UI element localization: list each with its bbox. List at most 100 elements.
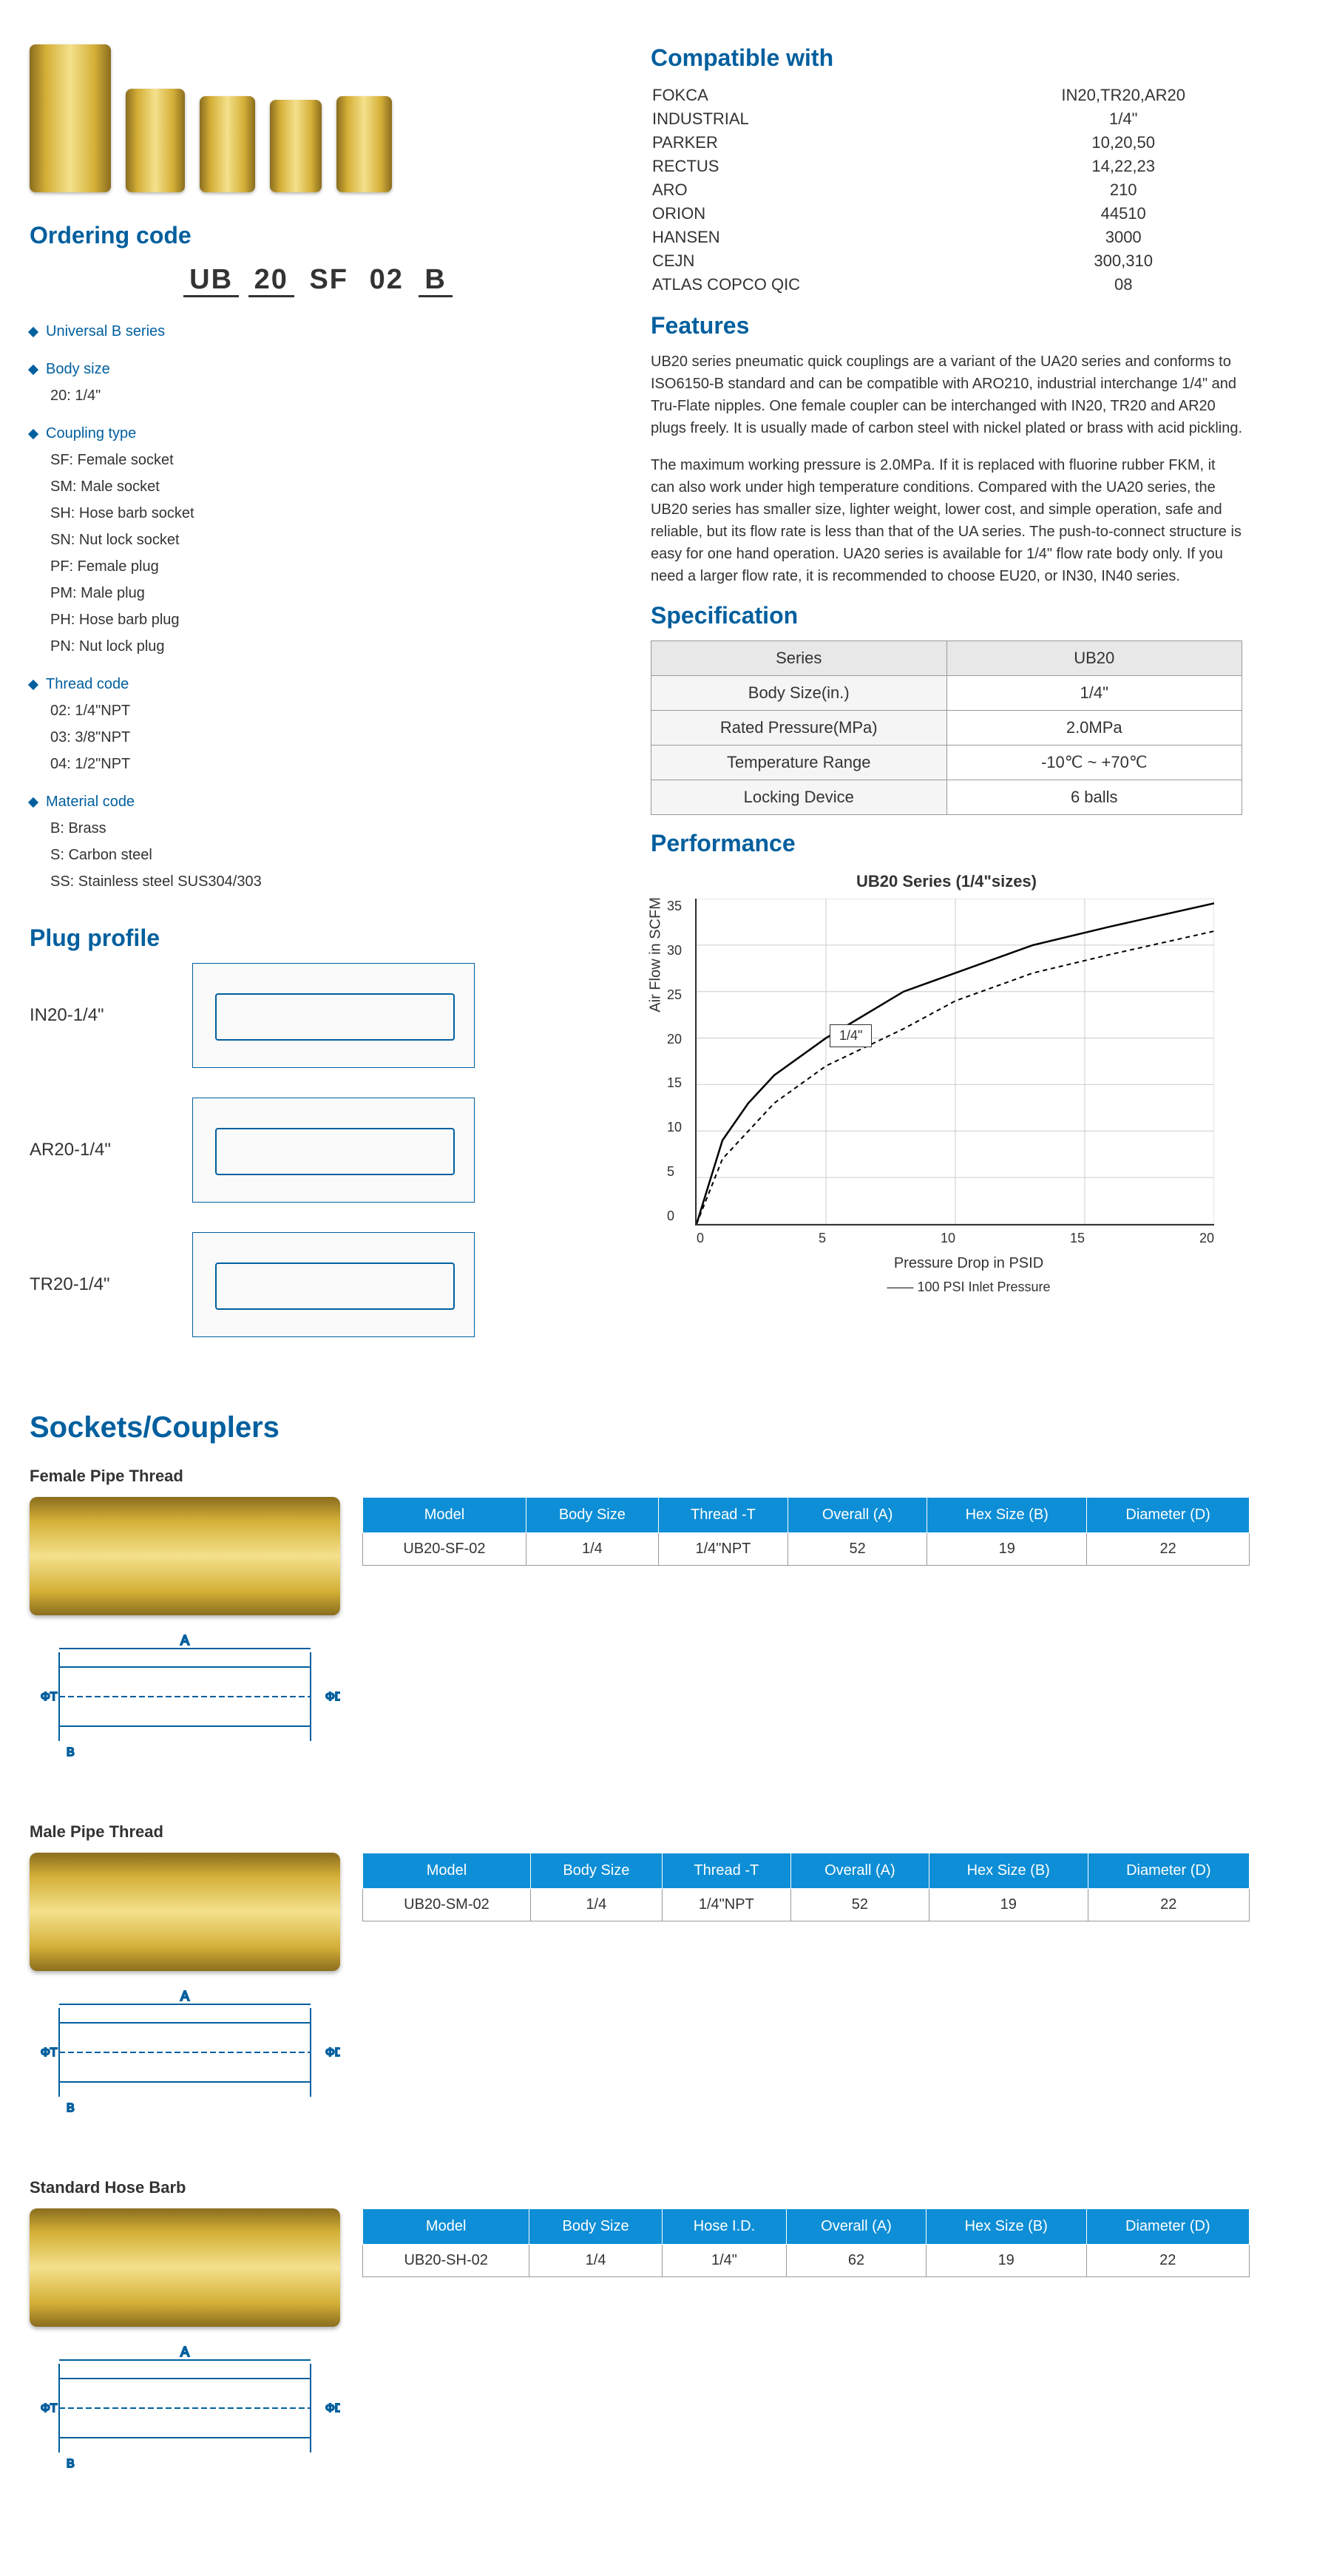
plug-label: TR20-1/4" bbox=[30, 1274, 163, 1295]
svg-text:ΦT: ΦT bbox=[41, 2046, 58, 2059]
code-item: PF: Female plug bbox=[30, 553, 606, 580]
table-cell: 62 bbox=[787, 2245, 927, 2277]
spec-value: 6 balls bbox=[946, 780, 1242, 815]
spec-header: Series bbox=[651, 641, 947, 676]
spec-title: Specification bbox=[651, 602, 1242, 629]
xtick: 20 bbox=[1199, 1231, 1214, 1246]
ytick: 10 bbox=[667, 1120, 682, 1135]
compat-val: IN20,TR20,AR20 bbox=[1006, 84, 1241, 107]
compat-val: 08 bbox=[1006, 274, 1241, 296]
code-item: S: Carbon steel bbox=[30, 842, 606, 868]
svg-text:B: B bbox=[67, 1746, 75, 1759]
plug-row: TR20-1/4" bbox=[30, 1232, 606, 1337]
compat-brand: ORION bbox=[652, 203, 1004, 225]
code-item: PM: Male plug bbox=[30, 580, 606, 606]
plug-label: AR20-1/4" bbox=[30, 1140, 163, 1160]
socket-block-title: Standard Hose Barb bbox=[30, 2178, 1301, 2197]
ordering-title: Ordering code bbox=[30, 222, 606, 249]
table-cell: 22 bbox=[1086, 2245, 1249, 2277]
table-cell: 1/4 bbox=[530, 1889, 662, 1921]
svg-text:ΦT: ΦT bbox=[41, 1691, 58, 1703]
plug-title: Plug profile bbox=[30, 924, 606, 952]
spec-label: Temperature Range bbox=[651, 746, 947, 780]
svg-text:ΦD: ΦD bbox=[325, 2402, 340, 2415]
code-item: B: Brass bbox=[30, 815, 606, 842]
compat-brand: FOKCA bbox=[652, 84, 1004, 107]
ytick: 35 bbox=[667, 899, 682, 914]
table-cell: 1/4" bbox=[662, 2245, 786, 2277]
table-header: Model bbox=[363, 1853, 531, 1889]
ytick: 0 bbox=[667, 1208, 682, 1224]
tech-drawing: AΦTΦDB bbox=[30, 1630, 340, 1763]
chart-marker: 1/4" bbox=[830, 1024, 872, 1047]
table-header: Body Size bbox=[530, 1853, 662, 1889]
compat-brand: ATLAS COPCO QIC bbox=[652, 274, 1004, 296]
product-image-2 bbox=[126, 89, 185, 192]
chart-xticks: 05101520 bbox=[697, 1231, 1214, 1246]
ytick: 5 bbox=[667, 1164, 682, 1180]
svg-text:B: B bbox=[67, 2102, 75, 2114]
code-part: UB bbox=[183, 264, 239, 297]
compat-val: 14,22,23 bbox=[1006, 155, 1241, 178]
socket-table: ModelBody SizeThread -TOverall (A)Hex Si… bbox=[362, 1497, 1250, 1566]
plug-drawing bbox=[192, 1098, 475, 1203]
plug-label: IN20-1/4" bbox=[30, 1005, 163, 1026]
chart-yticks: 05101520253035 bbox=[667, 899, 682, 1224]
socket-block-title: Male Pipe Thread bbox=[30, 1822, 1301, 1842]
table-header: Hex Size (B) bbox=[926, 2209, 1086, 2245]
performance-chart: UB20 Series (1/4"sizes) Air Flow in SCFM… bbox=[651, 872, 1242, 1295]
table-header: Thread -T bbox=[662, 1853, 790, 1889]
chart-legend: —— 100 PSI Inlet Pressure bbox=[695, 1279, 1242, 1295]
socket-table: ModelBody SizeHose I.D.Overall (A)Hex Si… bbox=[362, 2208, 1250, 2277]
table-header: Hex Size (B) bbox=[927, 1498, 1087, 1533]
table-cell: 1/4"NPT bbox=[662, 1889, 790, 1921]
code-item: PH: Hose barb plug bbox=[30, 606, 606, 633]
compat-brand: CEJN bbox=[652, 250, 1004, 272]
product-images bbox=[30, 30, 606, 192]
table-cell: 1/4 bbox=[529, 2245, 663, 2277]
code-item: PN: Nut lock plug bbox=[30, 633, 606, 660]
plug-profile-section: Plug profile IN20-1/4" AR20-1/4" TR20-1/4" bbox=[30, 924, 606, 1337]
code-item: 04: 1/2"NPT bbox=[30, 751, 606, 777]
product-image-5 bbox=[336, 96, 392, 192]
socket-block: Female Pipe Thread ModelBody SizeThread -… bbox=[30, 1467, 1301, 1763]
plug-row: AR20-1/4" bbox=[30, 1098, 606, 1203]
svg-text:A: A bbox=[180, 2345, 189, 2359]
code-display: UB 20 SF 02 B bbox=[30, 264, 606, 296]
code-part: B bbox=[419, 264, 452, 297]
sockets-title: Sockets/Couplers bbox=[30, 1411, 1301, 1444]
code-item: 02: 1/4"NPT bbox=[30, 697, 606, 724]
table-cell: 1/4"NPT bbox=[658, 1533, 788, 1566]
xtick: 5 bbox=[819, 1231, 826, 1246]
code-item: 20: 1/4" bbox=[30, 382, 606, 409]
chart-title: UB20 Series (1/4"sizes) bbox=[651, 872, 1242, 891]
code-legend: Universal B seriesBody size20: 1/4"Coupl… bbox=[30, 318, 606, 895]
code-group-header: Universal B series bbox=[30, 318, 606, 345]
code-group-header: Material code bbox=[30, 788, 606, 815]
code-item: SM: Male socket bbox=[30, 473, 606, 500]
socket-block-title: Female Pipe Thread bbox=[30, 1467, 1301, 1486]
code-item: SH: Hose barb socket bbox=[30, 500, 606, 527]
table-header: Model bbox=[363, 1498, 526, 1533]
chart-svg bbox=[697, 899, 1214, 1224]
compat-brand: RECTUS bbox=[652, 155, 1004, 178]
socket-block: Standard Hose Barb ModelBody SizeHose I.D… bbox=[30, 2178, 1301, 2475]
spec-label: Locking Device bbox=[651, 780, 947, 815]
svg-text:ΦD: ΦD bbox=[325, 2046, 340, 2059]
compat-brand: PARKER bbox=[652, 132, 1004, 154]
svg-text:A: A bbox=[180, 1633, 189, 1648]
table-cell: 52 bbox=[790, 1889, 929, 1921]
table-header: Diameter (D) bbox=[1087, 1498, 1250, 1533]
table-cell: 19 bbox=[927, 1533, 1087, 1566]
ytick: 15 bbox=[667, 1075, 682, 1091]
compat-val: 1/4" bbox=[1006, 108, 1241, 130]
compat-brand: HANSEN bbox=[652, 226, 1004, 249]
product-image-3 bbox=[200, 96, 255, 192]
product-image-1 bbox=[30, 44, 111, 192]
socket-block: Male Pipe ThreadModelBody SizeThread -TO… bbox=[30, 1822, 1301, 2119]
code-group-header: Body size bbox=[30, 356, 606, 382]
plug-row: IN20-1/4" bbox=[30, 963, 606, 1068]
plug-drawing bbox=[192, 963, 475, 1068]
ytick: 20 bbox=[667, 1032, 682, 1047]
spec-label: Body Size(in.) bbox=[651, 676, 947, 711]
